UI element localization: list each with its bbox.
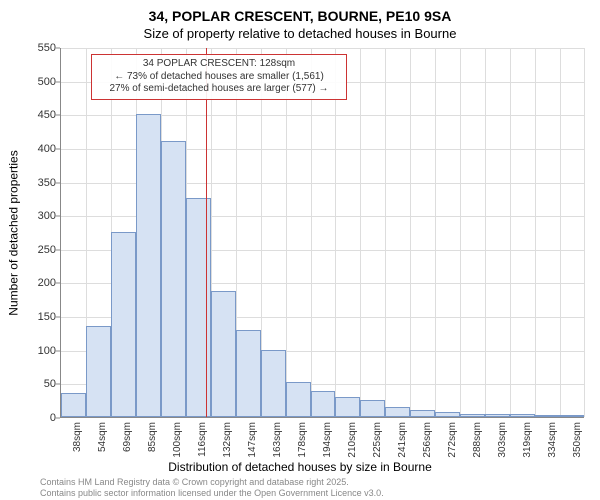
histogram-bar [211, 291, 236, 417]
y-tick-label: 50 [16, 378, 56, 390]
y-tick-label: 350 [16, 177, 56, 189]
grid-h [61, 48, 584, 49]
x-tick-label: 288sqm [472, 422, 483, 472]
x-tick-label: 319sqm [522, 422, 533, 472]
grid-v [535, 48, 536, 417]
y-tick-mark [56, 317, 60, 318]
histogram-bar [61, 393, 86, 417]
histogram-bar [335, 397, 360, 417]
histogram-bar [186, 198, 211, 417]
y-tick-label: 450 [16, 109, 56, 121]
histogram-bar [360, 400, 385, 417]
grid-v [584, 48, 585, 417]
histogram-bar [136, 114, 161, 417]
histogram-bar [560, 415, 585, 417]
y-tick-mark [56, 283, 60, 284]
histogram-bar [410, 410, 435, 417]
y-tick-mark [56, 115, 60, 116]
y-tick-label: 100 [16, 345, 56, 357]
x-tick-label: 256sqm [422, 422, 433, 472]
y-axis-label-wrap: Number of detached properties [6, 48, 22, 418]
histogram-bar [261, 350, 286, 417]
histogram-bar [435, 412, 460, 417]
x-tick-label: 272sqm [447, 422, 458, 472]
grid-v [335, 48, 336, 417]
x-tick-label: 100sqm [172, 422, 183, 472]
x-tick-label: 85sqm [147, 422, 158, 472]
x-tick-label: 116sqm [197, 422, 208, 472]
x-tick-label: 69sqm [122, 422, 133, 472]
y-tick-label: 0 [16, 412, 56, 424]
grid-v [435, 48, 436, 417]
y-tick-mark [56, 81, 60, 82]
reference-line [206, 48, 207, 417]
x-tick-label: 303sqm [497, 422, 508, 472]
y-tick-label: 300 [16, 210, 56, 222]
x-tick-label: 54sqm [97, 422, 108, 472]
y-tick-label: 400 [16, 143, 56, 155]
y-tick-label: 550 [16, 42, 56, 54]
x-tick-label: 147sqm [247, 422, 258, 472]
x-tick-label: 350sqm [572, 422, 583, 472]
histogram-bar [236, 330, 261, 417]
grid-v [560, 48, 561, 417]
x-tick-label: 334sqm [547, 422, 558, 472]
chart-title-address: 34, POPLAR CRESCENT, BOURNE, PE10 9SA [0, 8, 600, 24]
y-tick-label: 500 [16, 76, 56, 88]
grid-v [460, 48, 461, 417]
grid-v [485, 48, 486, 417]
x-tick-label: 225sqm [372, 422, 383, 472]
histogram-bar [286, 382, 311, 417]
grid-v [385, 48, 386, 417]
x-tick-label: 210sqm [347, 422, 358, 472]
grid-v [360, 48, 361, 417]
x-tick-label: 178sqm [297, 422, 308, 472]
histogram-bar [460, 414, 485, 417]
y-tick-label: 200 [16, 277, 56, 289]
y-tick-mark [56, 249, 60, 250]
y-axis-label: Number of detached properties [7, 150, 21, 315]
callout-line3: 27% of semi-detached houses are larger (… [97, 83, 341, 96]
grid-v [410, 48, 411, 417]
histogram-bar [385, 407, 410, 417]
histogram-bar [311, 391, 336, 417]
y-tick-mark [56, 148, 60, 149]
histogram-bar [161, 141, 186, 417]
y-tick-mark [56, 384, 60, 385]
callout-line1: 34 POPLAR CRESCENT: 128sqm [97, 58, 341, 71]
grid-v [510, 48, 511, 417]
y-tick-mark [56, 216, 60, 217]
chart-title-desc: Size of property relative to detached ho… [0, 26, 600, 41]
histogram-bar [535, 415, 560, 417]
y-tick-label: 250 [16, 244, 56, 256]
attribution: Contains HM Land Registry data © Crown c… [40, 477, 384, 498]
attribution-line2: Contains public sector information licen… [40, 488, 384, 498]
grid-v [311, 48, 312, 417]
y-tick-mark [56, 48, 60, 49]
x-tick-label: 241sqm [397, 422, 408, 472]
percentile-callout: 34 POPLAR CRESCENT: 128sqm ← 73% of deta… [91, 54, 347, 100]
plot-area: 34 POPLAR CRESCENT: 128sqm ← 73% of deta… [60, 48, 584, 418]
histogram-bar [86, 326, 111, 417]
histogram-bar [111, 232, 136, 417]
histogram-bar [485, 414, 510, 417]
y-tick-label: 150 [16, 311, 56, 323]
histogram-bar [510, 414, 535, 417]
y-tick-mark [56, 350, 60, 351]
grid-v [286, 48, 287, 417]
x-tick-label: 194sqm [322, 422, 333, 472]
attribution-line1: Contains HM Land Registry data © Crown c… [40, 477, 384, 487]
x-tick-label: 38sqm [72, 422, 83, 472]
y-tick-mark [56, 418, 60, 419]
callout-line2: ← 73% of detached houses are smaller (1,… [97, 71, 341, 84]
y-tick-mark [56, 182, 60, 183]
x-tick-label: 163sqm [272, 422, 283, 472]
x-tick-label: 132sqm [222, 422, 233, 472]
